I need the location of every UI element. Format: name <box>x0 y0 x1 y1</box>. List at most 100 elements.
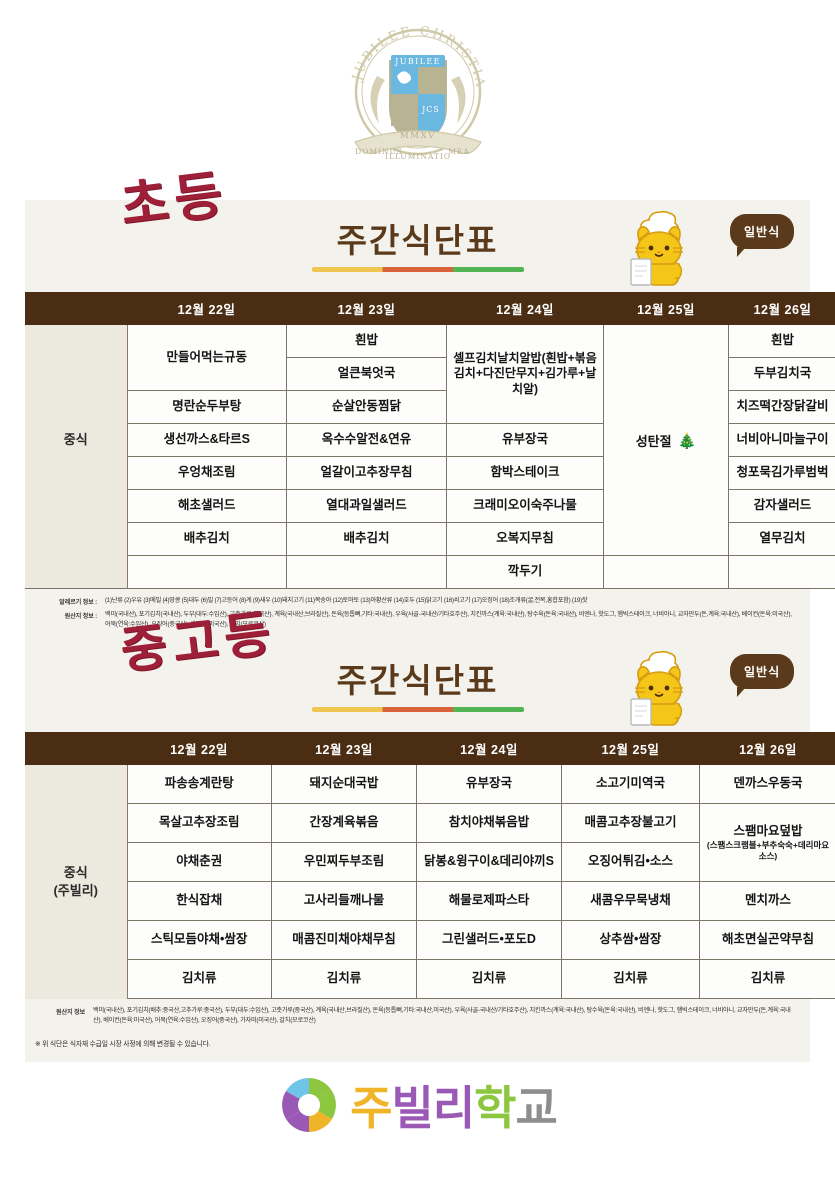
allergy-note-value: (1)난류 (2)우유 (3)메밀 (4)땅콩 (5)대두 (6)밀 (7)고등… <box>105 597 588 604</box>
logo-char-1: 주 <box>350 1082 392 1134</box>
chef-cat-mascot-icon <box>625 204 703 288</box>
day-header-4: 12월 25일 <box>561 732 700 765</box>
origin-note-key: 원산지 정보 <box>56 1009 85 1016</box>
menu-item-m-d4-4: 새콤우무묵냉채 <box>561 881 700 921</box>
logo-char-3: 학 <box>474 1082 516 1134</box>
day-header-1: 12월 22일 <box>127 292 287 325</box>
table-row: 해초샐러드 열대과일샐러드 크래미오이숙주나물 감자샐러드 <box>25 489 835 523</box>
menu-item-m-d5-4: 해초면실곤약무침 <box>699 920 835 960</box>
menu-item-m-d3-5: 그린샐러드•포도D <box>416 920 562 960</box>
day-header-2: 12월 23일 <box>271 732 417 765</box>
menu-item-d1-3: 생선까스&타르S <box>126 423 287 457</box>
table-row: 스틱모듬야채•쌈장 매콤진미채야채무침 그린샐러드•포도D 상추쌈•쌈장 해초면… <box>25 920 835 960</box>
table-row: 우엉채조림 얼갈이고추장무침 함박스테이크 청포묵김가루범벅 <box>25 456 835 490</box>
footnotes-middle-high: 원산지 정보 백미(국내산), 포기김치(배추:중국산,고추가루:중국산), 두… <box>25 999 810 1063</box>
menu-item-d3-2: 유부장국 <box>446 423 604 457</box>
chef-cat-mascot-icon <box>625 644 703 728</box>
table-header-row: 12월 22일 12월 23일 12월 24일 12월 25일 12월 26일 <box>25 292 835 325</box>
section-header-band-elementary: 초등 주간식단표 <box>25 164 810 292</box>
menu-item-d2-3: 순살안동찜닭 <box>286 390 447 424</box>
svg-text:JUBILEE: JUBILEE <box>394 57 441 66</box>
origin-note-value: 백미(국내산), 포기김치(국내산), 두부(대두:수입산), 고춧가루(중국산… <box>105 611 792 628</box>
menu-item-m-d3-3: 닭봉&윙구이&데리야끼S <box>416 842 562 882</box>
menu-item-m-d3-1: 유부장국 <box>416 765 562 804</box>
menu-item-m-d4-1: 소고기미역국 <box>561 765 700 804</box>
menu-table-middle-high: 12월 22일 12월 23일 12월 24일 12월 25일 12월 26일 … <box>25 732 835 999</box>
menu-item-m-d5-3: 멘치까스 <box>699 881 835 921</box>
menu-item-d5-1: 흰밥 <box>728 325 835 358</box>
menu-item-m-d5-2-sub: (스팸스크램블+부추숙숙+데리마요소스) <box>706 840 830 861</box>
origin-note-row: 원산지 정보 : 백미(국내산), 포기김치(국내산), 두부(대두:수입산),… <box>25 609 810 632</box>
table-row: 야채춘권 우민찌두부조림 닭봉&윙구이&데리야끼S 오징어튀김•소스 <box>25 842 835 882</box>
menu-item-m-d4-3: 오징어튀김•소스 <box>561 842 700 882</box>
menu-item-d5-6: 감자샐러드 <box>728 489 835 523</box>
menu-item-d5-4: 너비아니마늘구이 <box>728 423 835 457</box>
svg-text:DOMINUS: DOMINUS <box>355 147 403 156</box>
day-header-4: 12월 25일 <box>603 292 729 325</box>
menu-table-elementary: 12월 22일 12월 23일 12월 24일 12월 25일 12월 26일 … <box>25 292 835 589</box>
menu-item-d1-blank <box>126 555 287 589</box>
table-row: 중식 만들어먹는규동 흰밥 셀프김치날치알밥(흰밥+볶음김치+다진단무지+김가루… <box>25 325 835 556</box>
menu-item-m-d4-6: 김치류 <box>561 959 700 999</box>
menu-item-m-d1-3: 야채춘권 <box>126 842 272 882</box>
meal-row-label-elementary: 중식 <box>25 325 128 556</box>
section-title-elementary: 주간식단표 <box>25 214 810 272</box>
table-row: 명란순두부탕 순살안동찜닭 치즈떡간장닭갈비 <box>25 390 835 424</box>
section-middle-high: 중고등 주간식단표 <box>25 603 835 1063</box>
menu-item-m-d1-2: 목살고추장조림 <box>126 803 272 843</box>
menu-item-m-d2-4: 고사리들깨나물 <box>271 881 417 921</box>
menu-item-d1-6: 배추김치 <box>126 522 287 556</box>
menu-item-m-d3-6: 김치류 <box>416 959 562 999</box>
menu-item-m-d1-4: 한식잡채 <box>126 881 272 921</box>
title-underline-rule <box>311 707 524 712</box>
holiday-label: 성탄절 <box>635 433 672 449</box>
menu-item-m-d3-2: 참치야채볶음밥 <box>416 803 562 843</box>
menu-item-m-d2-1: 돼지순대국밥 <box>271 765 417 804</box>
menu-item-m-d3-4: 해물로제파스타 <box>416 881 562 921</box>
disclaimer-middle-high: ※ 위 식단은 식자재 수급일 시장 사정에 의해 변경될 수 있습니다. <box>35 1041 211 1049</box>
menu-item-d3-5: 오복지무침 <box>446 522 604 556</box>
origin-note-value: 백미(국내산), 포기김치(배추:중국산,고추가루:중국산), 두부(대두:수입… <box>93 1007 791 1024</box>
table-corner-cell <box>25 292 127 325</box>
section-title-middle-high: 주간식단표 <box>25 654 810 712</box>
table-row: 목살고추장조림 간장계육볶음 참치야채볶음밥 매콤고추장불고기 스팸마요덮밥 (… <box>25 803 835 882</box>
menu-item-m-d4-5: 상추쌈•쌈장 <box>561 920 700 960</box>
menu-item-d1-1: 만들어먹는규동 <box>126 325 287 391</box>
svg-text:ILLUMINATIO: ILLUMINATIO <box>384 152 450 161</box>
day-header-5: 12월 26일 <box>728 292 835 325</box>
menu-item-m-d5-5: 김치류 <box>699 959 835 999</box>
menu-item-m-d2-5: 매콤진미채야채무침 <box>271 920 417 960</box>
svg-text:MEA: MEA <box>448 147 470 156</box>
menu-item-d5-3: 치즈떡간장닭갈비 <box>728 390 835 424</box>
meal-type-badge-middle-high: 일반식 <box>730 654 795 697</box>
menu-item-m-d1-1: 파송송계란탕 <box>126 765 272 804</box>
menu-item-d5-5: 청포묵김가루범벅 <box>728 456 835 490</box>
menu-item-d3-6: 깍두기 <box>446 555 604 589</box>
table-row: 배추김치 배추김치 오복지무침 열무김치 <box>25 522 835 556</box>
menu-item-d3-1: 셀프김치날치알밥(흰밥+볶음김치+다진단무지+김가루+날치알) <box>446 325 604 424</box>
meal-row-label-middle-high: 중식 (주빌리) <box>25 765 128 999</box>
section-title-text: 주간식단표 <box>336 222 499 259</box>
meal-row-label-main: 중식 <box>63 865 88 881</box>
menu-item-m-d5-2-main: 스팸마요덮밥 <box>733 823 803 838</box>
menu-item-d2-2: 얼큰북엇국 <box>286 357 447 391</box>
menu-item-m-d1-5: 스틱모듬야채•쌈장 <box>126 920 272 960</box>
menu-item-m-d5-2: 스팸마요덮밥 (스팸스크램블+부추숙숙+데리마요소스) <box>699 803 835 882</box>
table-row: 생선까스&타르S 옥수수알전&연유 유부장국 너비아니마늘구이 <box>25 423 835 457</box>
spacer-label-cell <box>25 555 128 589</box>
table-header-row: 12월 22일 12월 23일 12월 24일 12월 25일 12월 26일 <box>25 732 835 765</box>
menu-item-d1-4: 우엉채조림 <box>126 456 287 490</box>
menu-item-m-d4-2: 매콤고추장불고기 <box>561 803 700 843</box>
christmas-tree-icon: 🎄 <box>677 432 697 450</box>
menu-item-d2-blank <box>286 555 447 589</box>
menu-item-m-d1-6: 김치류 <box>126 959 272 999</box>
menu-item-d2-6: 열대과일샐러드 <box>286 489 447 523</box>
logo-char-4: 교 <box>515 1082 557 1134</box>
section-elementary: 초등 주간식단표 <box>25 164 835 667</box>
school-logo-text: 주빌리학교 <box>350 1072 558 1138</box>
section-title-text: 주간식단표 <box>336 662 499 699</box>
menu-item-d5-7: 열무김치 <box>728 522 835 556</box>
menu-item-d5-blank <box>728 555 835 589</box>
menu-item-m-d2-6: 김치류 <box>271 959 417 999</box>
